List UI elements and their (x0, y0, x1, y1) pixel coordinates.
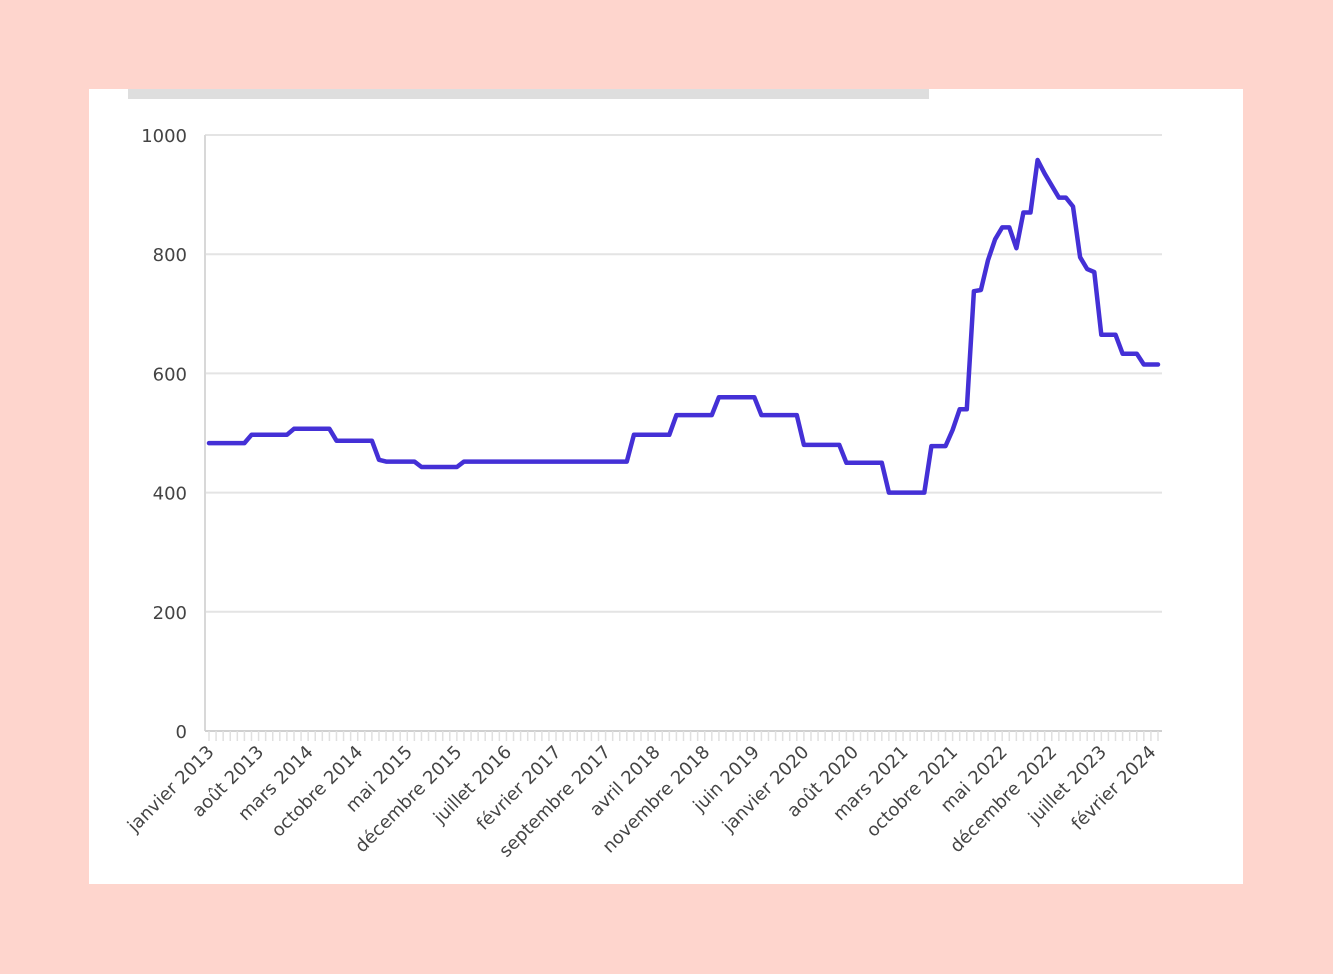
chart-card (89, 89, 1243, 884)
grid-lines (205, 134, 1162, 613)
y-tick-label: 200 (153, 603, 187, 624)
series-line (206, 157, 1161, 495)
axes (204, 135, 1162, 732)
y-tick-labels: 0 200 400 600 800 1000 (141, 126, 187, 743)
y-tick-label: 400 (153, 484, 187, 505)
y-tick-label: 1000 (141, 126, 187, 147)
y-tick-label: 800 (153, 245, 187, 266)
series (206, 157, 1161, 495)
chart-title-bar (128, 89, 929, 99)
y-tick-label: 600 (153, 364, 187, 385)
y-tick-label: 0 (176, 722, 187, 743)
